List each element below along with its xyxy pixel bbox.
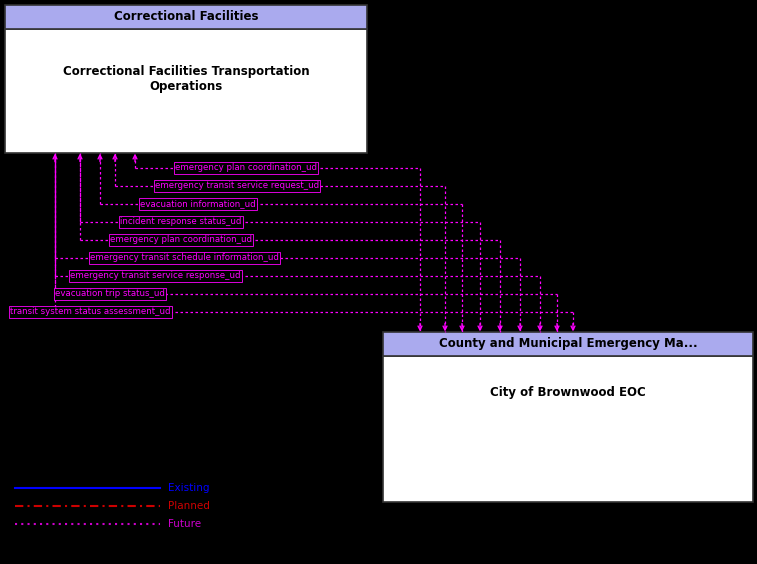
Bar [383, 332, 753, 356]
Text: incident response status_ud: incident response status_ud [120, 218, 241, 227]
Text: Correctional Facilities Transportation
Operations: Correctional Facilities Transportation O… [63, 65, 310, 92]
Text: Correctional Facilities: Correctional Facilities [114, 11, 258, 24]
Text: evacuation information_ud: evacuation information_ud [140, 200, 256, 209]
Text: emergency transit schedule information_ud: emergency transit schedule information_u… [90, 253, 279, 262]
Text: emergency plan coordination_ud: emergency plan coordination_ud [175, 164, 317, 173]
Text: Future: Future [167, 519, 201, 529]
Text: County and Municipal Emergency Ma...: County and Municipal Emergency Ma... [439, 337, 697, 350]
Bar [383, 356, 753, 502]
Bar [5, 29, 367, 153]
Text: emergency transit service request_ud: emergency transit service request_ud [155, 182, 319, 191]
Bar [5, 5, 367, 29]
Text: evacuation trip status_ud: evacuation trip status_ud [55, 289, 165, 298]
Text: emergency transit service response_ud: emergency transit service response_ud [70, 271, 241, 280]
Text: transit system status assessment_ud: transit system status assessment_ud [10, 307, 170, 316]
Text: Planned: Planned [167, 501, 210, 511]
Text: City of Brownwood EOC: City of Brownwood EOC [490, 386, 646, 399]
Text: Existing: Existing [167, 483, 209, 493]
Text: emergency plan coordination_ud: emergency plan coordination_ud [110, 236, 252, 245]
